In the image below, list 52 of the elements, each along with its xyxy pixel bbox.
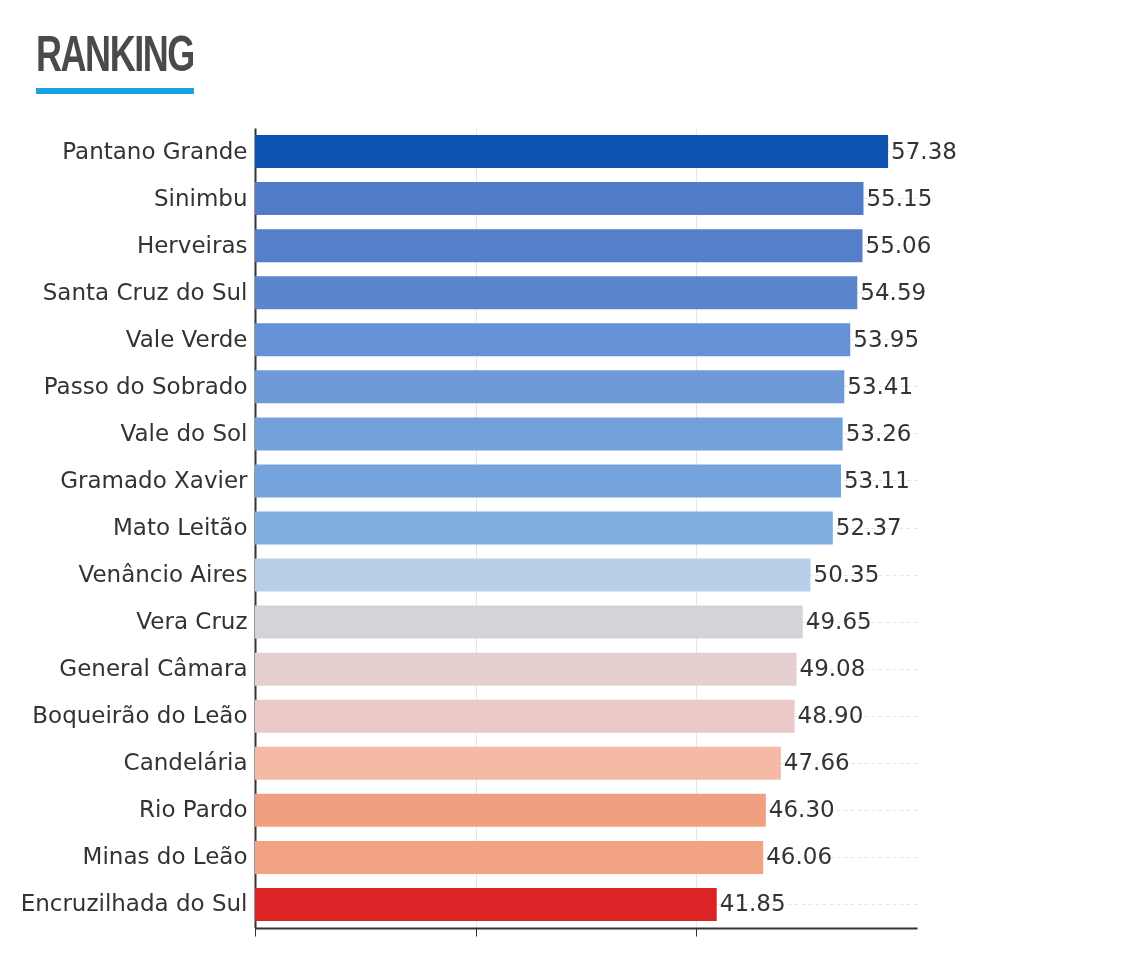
chart-title: RANKING [36,25,194,84]
y-tick-label: Vera Cruz [136,608,248,635]
bar [255,229,863,263]
bar [255,840,764,874]
y-tick-label: Herveiras [136,231,248,258]
bar [255,652,797,686]
data-label: 47.66 [783,749,850,776]
y-tick-label: Passo do Sobrado [43,372,248,399]
bar [255,135,889,169]
bar [255,370,845,404]
bar [255,276,858,310]
y-tick-label: Mato Leitão [113,514,248,540]
data-label: 57.38 [891,137,957,164]
data-label: 48.90 [797,702,864,729]
data-label: 50.35 [813,561,880,588]
bar [255,464,841,498]
bar [255,511,833,545]
data-label: 49.65 [805,608,872,635]
y-tick-label: Minas do Leão [82,843,248,870]
y-tick-label: Venâncio Aires [78,561,248,588]
y-tick-label: General Câmara [59,655,248,682]
data-label: 49.08 [799,655,866,682]
y-tick-label: Rio Pardo [139,796,248,823]
y-tick-label: Pantano Grande [62,137,248,164]
data-label: 41.85 [719,890,786,917]
data-label: 53.95 [853,325,920,352]
y-tick-label: Vale do Sol [120,419,248,446]
bar [255,417,843,451]
y-tick-label: Candelária [123,749,248,776]
bar [255,323,851,357]
bar [255,793,766,827]
bar [255,746,781,780]
y-tick-label: Gramado Xavier [60,466,249,493]
bar [255,558,811,592]
data-label: 54.59 [860,278,927,305]
data-label: 53.11 [843,466,910,493]
data-label: 55.06 [865,231,932,258]
data-label: 52.37 [835,514,902,540]
y-tick-label: Sinimbu [153,184,248,211]
bar [255,699,795,733]
data-label: 55.15 [866,184,933,211]
data-label: 46.06 [766,843,833,870]
y-tick-label: Santa Cruz do Sul [42,278,248,305]
y-tick-label: Vale Verde [125,325,248,352]
bar [255,887,717,921]
data-label: 53.41 [847,372,914,399]
data-label: 46.30 [768,796,835,823]
y-tick-label: Boqueirão do Leão [32,702,248,729]
bar [255,605,803,639]
bar [255,182,864,216]
y-tick-label: Encruzilhada do Sul [20,890,248,917]
data-label: 53.26 [845,419,912,446]
